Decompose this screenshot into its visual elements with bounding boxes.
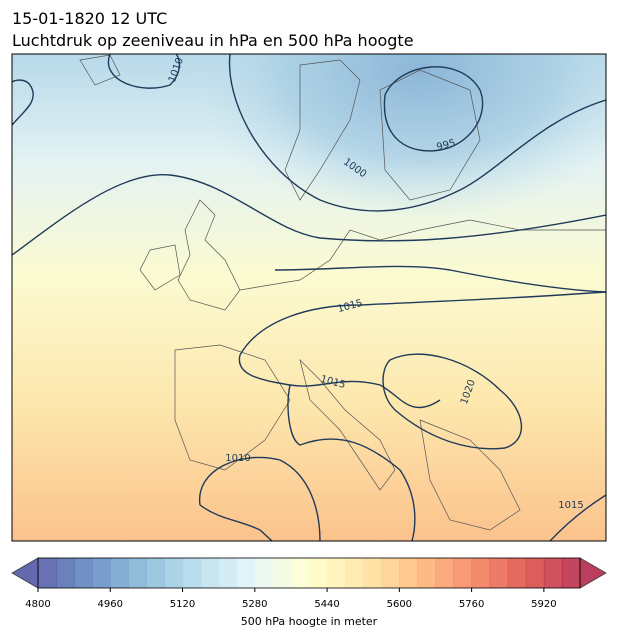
colorbar-band bbox=[218, 558, 238, 588]
colorbar-tick-label: 4960 bbox=[98, 599, 123, 610]
colorbar-band bbox=[182, 558, 202, 588]
colorbar-band bbox=[38, 558, 57, 588]
colorbar-band bbox=[327, 558, 346, 588]
low-height-area bbox=[190, 54, 606, 220]
colorbar-band bbox=[489, 558, 509, 588]
colorbar-band bbox=[236, 558, 256, 588]
colorbar-tick-label: 5760 bbox=[459, 599, 484, 610]
colorbar-extend-high bbox=[579, 557, 607, 589]
colorbar-band bbox=[74, 558, 93, 588]
colorbar-band bbox=[290, 558, 310, 588]
colorbar-label: 500 hPa hoogte in meter bbox=[241, 615, 378, 628]
map-frame bbox=[11, 53, 607, 542]
coastlines bbox=[79, 54, 606, 531]
colorbar-band bbox=[471, 558, 491, 588]
colorbar-band bbox=[128, 558, 147, 588]
isobar-label: 1010 bbox=[225, 453, 250, 464]
colorbar-band bbox=[561, 558, 581, 588]
isobar-label: 995 bbox=[435, 138, 456, 154]
colorbar-band bbox=[507, 558, 527, 588]
colorbar-extend-low bbox=[11, 557, 39, 589]
colorbar-band bbox=[363, 558, 382, 588]
colorbar-band bbox=[200, 558, 220, 588]
map bbox=[12, 54, 606, 541]
colorbar-band bbox=[399, 558, 418, 588]
colorbar-band bbox=[417, 558, 436, 588]
colorbar: 4800 4960 5120 5280 5440 5600 5760 5920 bbox=[11, 557, 607, 610]
isobar-label: 1015 bbox=[558, 500, 583, 511]
colorbar-band bbox=[309, 558, 328, 588]
colorbar-tick-label: 5440 bbox=[314, 599, 339, 610]
colorbar-band bbox=[435, 558, 455, 588]
colorbar-band bbox=[92, 558, 111, 588]
title: 15-01-1820 12 UTC bbox=[12, 9, 167, 28]
colorbar-band bbox=[543, 558, 563, 588]
isobars bbox=[12, 54, 606, 541]
colorbar-tick-label: 5600 bbox=[387, 599, 412, 610]
colorbar-band bbox=[272, 558, 292, 588]
colorbar-band bbox=[453, 558, 473, 588]
colorbar-tick-label: 5920 bbox=[531, 599, 556, 610]
colorbar-tick-label: 5120 bbox=[170, 599, 195, 610]
colorbar-band bbox=[525, 558, 545, 588]
colorbar-band bbox=[381, 558, 400, 588]
colorbar-band bbox=[110, 558, 129, 588]
colorbar-frame bbox=[37, 557, 581, 589]
colorbar-band bbox=[164, 558, 184, 588]
colorbar-band bbox=[146, 558, 165, 588]
subtitle: Luchtdruk op zeeniveau in hPa en 500 hPa… bbox=[12, 31, 414, 50]
colorbar-band bbox=[56, 558, 75, 588]
colorbar-band bbox=[345, 558, 364, 588]
colorbar-tick-label: 4800 bbox=[25, 599, 50, 610]
colorbar-band bbox=[254, 558, 274, 588]
colorbar-tick-label: 5280 bbox=[242, 599, 267, 610]
